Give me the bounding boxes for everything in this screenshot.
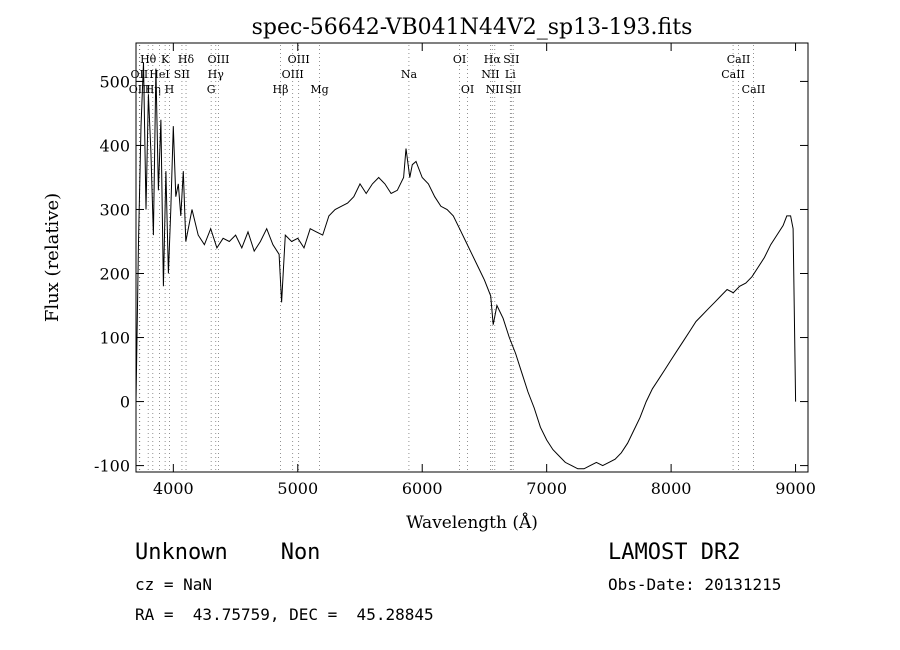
chart-title: spec-56642-VB041N44V2_sp13-193.fits xyxy=(252,15,693,40)
x-tick-label: 6000 xyxy=(402,479,443,498)
line-marker-label: SII xyxy=(503,53,519,66)
line-marker-label: CaII xyxy=(742,83,766,96)
line-marker-label: K xyxy=(161,53,170,66)
y-tick-label: 500 xyxy=(99,72,130,91)
x-tick-label: 7000 xyxy=(526,479,567,498)
spectrum-line xyxy=(135,62,797,470)
y-tick-label: 0 xyxy=(120,393,130,412)
line-marker-label: Li xyxy=(505,68,516,81)
line-marker-label: Hθ xyxy=(140,53,157,66)
obs-date-text: Obs-Date: 20131215 xyxy=(608,575,782,594)
x-tick-label: 5000 xyxy=(277,479,318,498)
line-marker-label: Mg xyxy=(310,83,328,96)
line-marker-label: NII xyxy=(486,83,504,96)
line-marker-label: OIII xyxy=(288,53,310,66)
line-marker-label: CaII xyxy=(721,68,745,81)
line-marker-label: NII xyxy=(481,68,499,81)
line-marker-label: HeI xyxy=(149,68,169,81)
line-marker-label: G xyxy=(207,83,216,96)
line-marker-label: Hγ xyxy=(208,68,225,81)
x-tick-label: 9000 xyxy=(775,479,816,498)
line-marker-label: OIII xyxy=(282,68,304,81)
x-tick-label: 4000 xyxy=(153,479,194,498)
line-marker-label: SII xyxy=(505,83,521,96)
y-tick-label: 100 xyxy=(99,329,130,348)
line-marker-label: OIII xyxy=(129,83,151,96)
coordinates-text: RA = 43.75759, DEC = 45.28845 xyxy=(135,605,434,624)
line-marker-label: SII xyxy=(174,68,190,81)
y-axis-label: Flux (relative) xyxy=(42,193,63,322)
survey-label: LAMOST DR2 xyxy=(608,540,741,565)
plot-frame xyxy=(135,42,809,473)
line-marker-label: OI xyxy=(453,53,466,66)
line-marker-label: H xyxy=(165,83,175,96)
redshift-text: cz = NaN xyxy=(135,575,213,594)
line-marker-label: OIII xyxy=(207,53,229,66)
line-marker-label: OI xyxy=(461,83,474,96)
x-axis-label: Wavelength (Å) xyxy=(406,512,538,533)
y-tick-label: -100 xyxy=(94,457,130,476)
y-tick-label: 400 xyxy=(99,136,130,155)
line-marker-label: Na xyxy=(401,68,418,81)
line-marker-label: Hη xyxy=(145,83,161,96)
classification-text: Unknown Non xyxy=(135,540,321,565)
line-marker-label: CaII xyxy=(727,53,751,66)
line-marker-label: Hβ xyxy=(273,83,289,96)
line-marker-label: Hα xyxy=(484,53,502,66)
line-marker-label: Hδ xyxy=(178,53,195,66)
y-tick-label: 200 xyxy=(99,265,130,284)
y-tick-label: 300 xyxy=(99,200,130,219)
x-tick-label: 8000 xyxy=(651,479,692,498)
